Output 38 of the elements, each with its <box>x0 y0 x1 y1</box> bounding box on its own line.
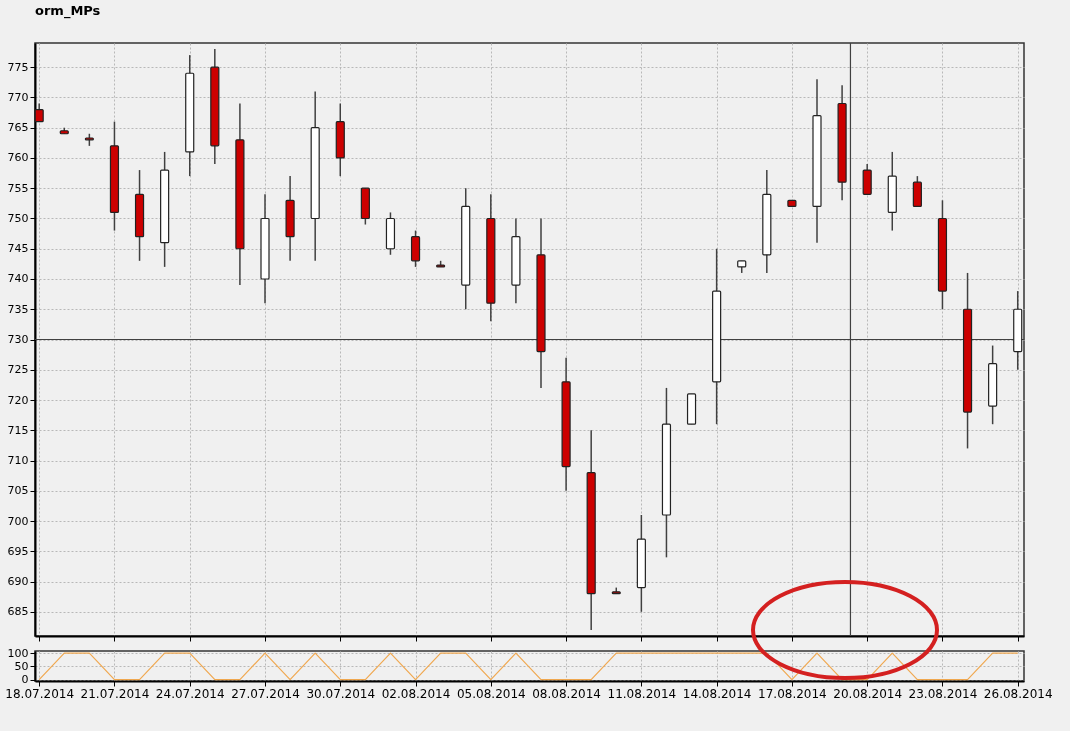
y-tick-label: 725 <box>7 363 29 377</box>
y-tick-label: 750 <box>7 211 29 225</box>
y-tick-label: 755 <box>7 181 29 195</box>
candlestick <box>34 102 44 123</box>
y-tick-label: 705 <box>7 484 29 498</box>
x-tick-label: 08.08.2014 <box>532 686 601 701</box>
y-tick-label: 50 <box>14 659 29 673</box>
x-tick-label: 24.07.2014 <box>155 686 225 701</box>
x-tick-label: 05.08.2014 <box>456 686 526 701</box>
y-tick-label: 745 <box>7 242 29 256</box>
y-tick-label: 765 <box>7 121 29 135</box>
y-tick-label: 730 <box>7 333 29 346</box>
x-tick-label: 26.08.2014 <box>983 686 1053 701</box>
x-tick-label: 14.08.2014 <box>682 686 752 701</box>
x-tick-label: 11.08.2014 <box>607 686 677 701</box>
y-tick-label: 740 <box>7 272 29 286</box>
y-tick-label: 760 <box>7 151 29 165</box>
y-tick-label: 770 <box>7 90 29 104</box>
x-tick-label: 23.08.2014 <box>908 686 978 701</box>
chart-title: orm_MPs <box>35 2 101 19</box>
y-tick-label: 685 <box>7 605 29 619</box>
y-tick-label: 0 <box>21 673 29 687</box>
y-tick-label: 710 <box>7 454 29 468</box>
x-tick-label: 30.07.2014 <box>306 686 376 701</box>
x-tick-label: 27.07.2014 <box>231 686 300 701</box>
y-tick-label: 720 <box>7 393 29 407</box>
x-tick-label: 20.08.2014 <box>833 686 903 701</box>
y-tick-label: 775 <box>7 60 29 74</box>
x-tick-label: 17.08.2014 <box>758 686 827 701</box>
y-tick-label: 695 <box>7 544 29 558</box>
y-tick-label: 100 <box>7 646 29 660</box>
y-tick-label: 700 <box>7 514 29 528</box>
y-tick-label: 735 <box>7 302 29 316</box>
x-tick-label: 21.07.2014 <box>80 686 150 701</box>
x-tick-label: 02.08.2014 <box>381 686 451 701</box>
y-tick-label: 690 <box>7 575 29 589</box>
y-tick-label: 715 <box>7 423 29 437</box>
x-tick-label: 18.07.2014 <box>5 686 75 701</box>
